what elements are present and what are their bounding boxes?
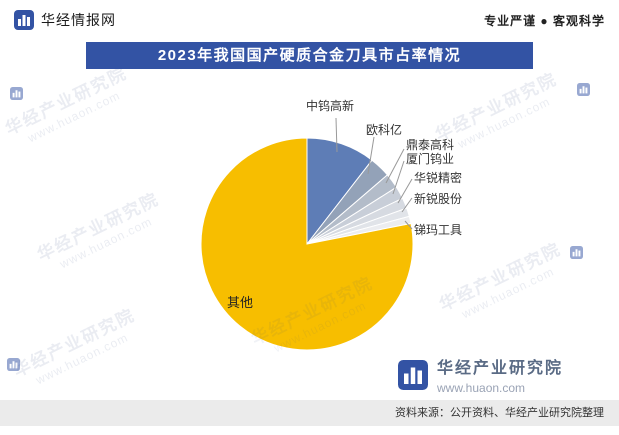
watermark-text: 华经产业研究院 <box>2 63 131 139</box>
watermark-url: www.huaon.com <box>25 88 123 146</box>
leader-line <box>404 220 413 230</box>
pie-slice-华锐精密 <box>306 197 408 245</box>
watermark-text: 华经产业研究院 <box>10 305 139 381</box>
slice-label: 锑玛工具 <box>414 223 463 237</box>
watermark: 华经产业研究院 www.huaon.com <box>434 235 571 328</box>
slice-label: 华锐精密 <box>414 171 463 185</box>
pie-slice-鼎泰高科 <box>306 174 398 245</box>
watermark-url: www.huaon.com <box>33 330 131 388</box>
brand-name: 华经情报网 <box>41 12 116 28</box>
slice-label-others: 其他 <box>227 295 254 310</box>
pie-slices <box>200 137 414 351</box>
leader-line <box>385 148 405 184</box>
slice-label: 欧科亿 <box>366 123 403 137</box>
watermark-url: www.huaon.com <box>459 264 557 322</box>
chart-title: 2023年我国国产硬质合金刀具市占率情况 <box>86 42 533 69</box>
leader-line <box>401 197 413 213</box>
header: 华经情报网 专业严谨 ● 客观科学 <box>0 0 619 40</box>
leader-line <box>397 178 413 204</box>
brand: 华经情报网 <box>14 10 116 30</box>
pie-slice-锑玛工具 <box>306 215 412 245</box>
watermark-text: 华经产业研究院 <box>248 273 377 349</box>
source-text: 资料来源：公开资料、华经产业研究院整理 <box>395 407 604 419</box>
header-tagline: 专业严谨 ● 客观科学 <box>484 13 605 28</box>
slice-label: 中钨高新 <box>306 99 355 113</box>
leader-line <box>367 136 375 175</box>
source-bar: 资料来源：公开资料、华经产业研究院整理 <box>0 400 619 426</box>
watermark: 华经产业研究院 www.huaon.com <box>246 269 383 362</box>
leader-line <box>335 117 338 153</box>
pie-slice-其他 <box>200 137 414 351</box>
pie-slice-欧科亿 <box>306 159 389 245</box>
brand-footer-logo-icon <box>398 359 428 390</box>
slice-label: 新锐股份 <box>414 192 463 206</box>
brand-footer-url: www.huaon.com <box>437 381 526 395</box>
watermark-text: 华经产业研究院 <box>34 189 163 265</box>
watermark: 华经产业研究院 www.huaon.com <box>32 185 169 278</box>
watermark-text: 华经产业研究院 <box>436 239 565 315</box>
slice-label: 厦门钨业 <box>406 152 455 166</box>
brand-logo-icon <box>14 10 34 30</box>
watermark-url: www.huaon.com <box>271 298 369 356</box>
slice-label: 鼎泰高科 <box>406 138 455 152</box>
watermark: 华经产业研究院 www.huaon.com <box>0 59 137 152</box>
watermark-logo-icon <box>7 358 20 371</box>
pie-slice-中钨高新 <box>306 137 373 246</box>
watermark-url: www.huaon.com <box>455 94 553 152</box>
pie-slice-新锐股份 <box>306 207 410 245</box>
watermark-url: www.huaon.com <box>57 214 155 272</box>
watermark-text: 华经产业研究院 <box>432 69 561 145</box>
pie-slice-厦门钨业 <box>306 186 404 245</box>
watermark-logo-icon <box>570 246 583 259</box>
watermark-logo-icon <box>577 83 590 96</box>
watermark-logo-icon <box>10 87 23 100</box>
watermark: 华经产业研究院 www.huaon.com <box>8 301 145 394</box>
brand-footer-name: 华经产业研究院 <box>437 360 564 377</box>
brand-footer: 华经产业研究院 www.huaon.com <box>398 354 563 395</box>
leader-line <box>392 160 405 195</box>
